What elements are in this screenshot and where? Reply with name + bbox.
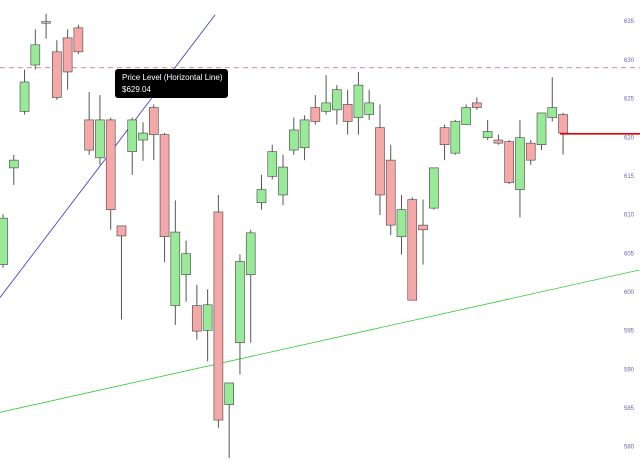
candle-body [148,107,159,135]
y-tick-label: 635 [624,19,635,25]
candle-body [525,142,536,161]
candle-body [267,151,278,177]
candle-body [62,37,73,73]
y-tick-label: 590 [624,367,635,373]
candle-body [493,139,504,144]
candle-body [310,107,321,122]
candle-body [127,119,138,152]
y-tick-label: 610 [624,213,635,219]
tooltip-box [115,69,228,98]
candle-body [353,84,364,118]
y-tick-label: 605 [624,251,635,257]
plot-area: 580 585 590 595 600 605 610 615 620 625 630 635 [0,13,640,458]
y-tick-label: 595 [624,329,635,335]
candle-body [105,119,116,210]
candle-body [407,199,418,301]
candle-body [375,127,385,196]
candle-body [30,44,41,66]
candle-body [256,189,267,203]
candle-body [202,304,213,331]
candle-body [138,132,148,141]
y-tick-label: 580 [624,445,635,451]
candle-body [224,382,234,405]
candle-body [558,114,568,134]
candle-body [385,159,396,226]
candle-body [159,134,170,238]
candle-body [482,131,493,139]
candle-body [515,137,525,190]
candle-body [0,217,8,265]
candle-body [116,225,127,237]
candle-body [73,27,84,53]
candle-body [95,119,105,159]
candle-body [342,104,353,122]
candle-body [19,81,30,112]
candle-body [418,224,428,231]
candle-body [299,119,310,149]
candle-body [181,253,191,275]
candle-body [450,121,461,154]
candle-body [52,51,62,98]
candle-body [504,141,514,183]
candle-body [396,209,407,238]
y-tick-label: 615 [624,174,635,180]
candle-body [536,112,547,145]
candle-body [288,129,299,151]
candle-body [547,107,558,118]
candle-body [278,166,288,196]
candle-body [8,159,19,169]
candle-body [472,102,482,108]
y-tick-label: 630 [624,58,635,64]
candle-body [192,305,202,332]
tooltip-title: Price Level (Horizontal Line) [122,73,223,82]
y-tick-label: 585 [624,406,635,412]
candle-body [332,89,342,111]
candle-body [245,232,256,275]
candle-body [461,107,471,125]
trendline [0,269,640,413]
candle-body [41,21,51,24]
candle-body [428,167,439,209]
candle-body [364,102,374,115]
y-tick-label: 625 [624,97,635,103]
tooltip: Price Level (Horizontal Line) $629.04 [115,69,228,98]
candle-body [235,261,245,344]
candle-body [84,119,94,151]
candle-body [321,102,331,112]
candle-body [439,127,450,145]
y-tick-label: 620 [624,135,635,141]
candle-body [213,211,224,421]
y-tick-label: 600 [624,290,635,296]
candle-body [170,231,181,306]
tooltip-value: $629.04 [122,85,151,94]
